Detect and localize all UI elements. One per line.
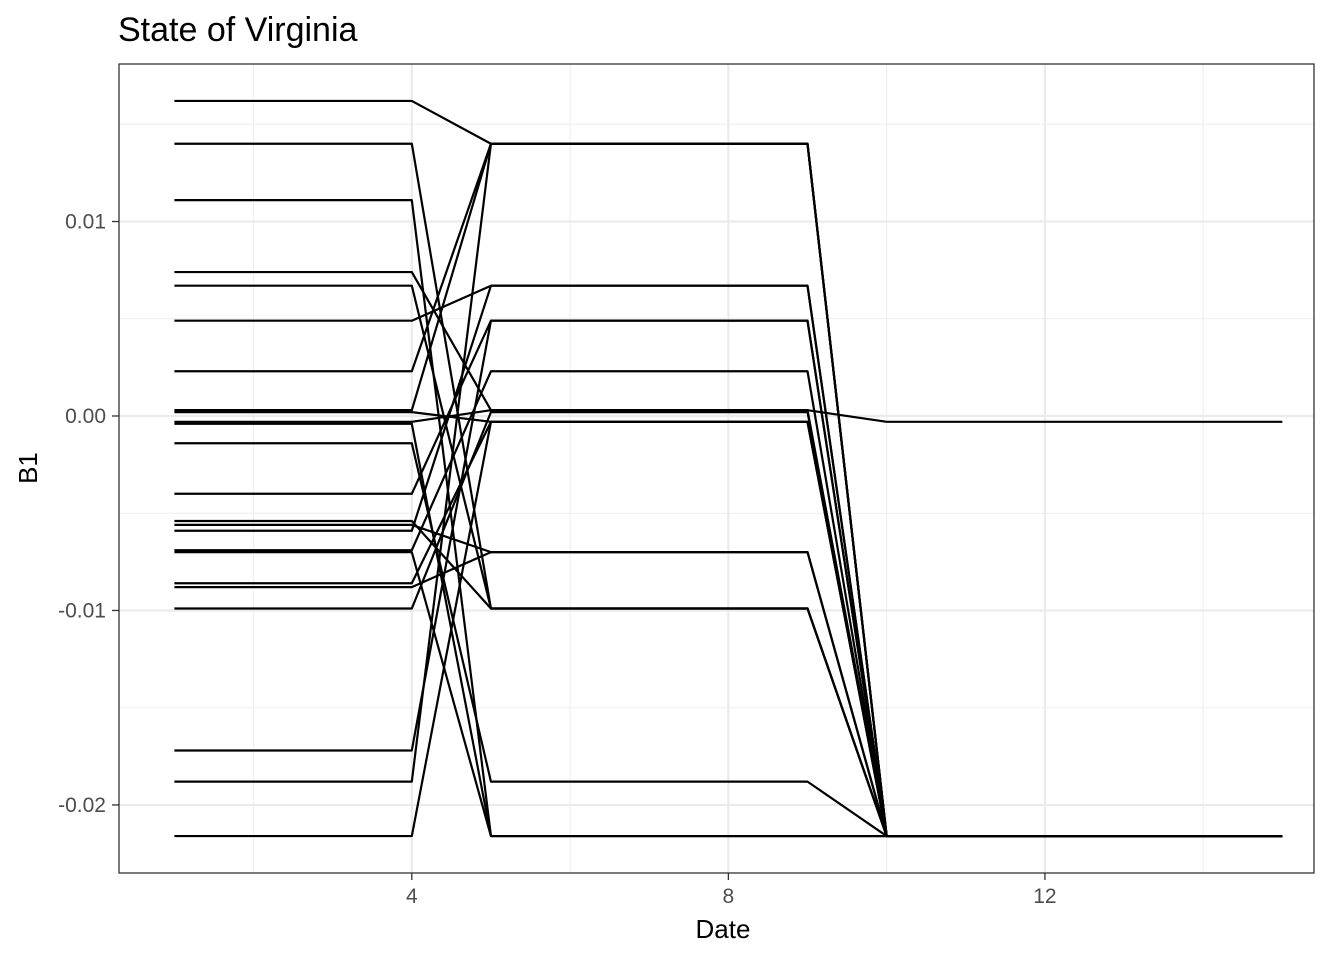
grid-lines <box>119 64 1314 873</box>
y-tick-label: -0.02 <box>58 794 106 817</box>
x-tick-label: 8 <box>723 885 735 908</box>
y-tick-label: 0.00 <box>65 405 106 428</box>
series-lines <box>174 99 1283 838</box>
x-tick-label: 12 <box>1033 885 1056 908</box>
x-axis-label: Date <box>696 914 751 944</box>
x-tick-label: 4 <box>406 885 418 908</box>
series-line-10 <box>174 409 1283 423</box>
y-tick-label: 0.01 <box>65 211 106 234</box>
chart-title: State of Virginia <box>118 11 358 49</box>
y-tick-label: -0.01 <box>58 599 106 622</box>
panel-border <box>118 63 1315 874</box>
series-line-24 <box>174 420 1283 838</box>
y-axis-label: B1 <box>13 452 43 484</box>
axis-ticks: 4 8 12 -0.02 -0.01 0.00 0.01 <box>58 211 1056 908</box>
